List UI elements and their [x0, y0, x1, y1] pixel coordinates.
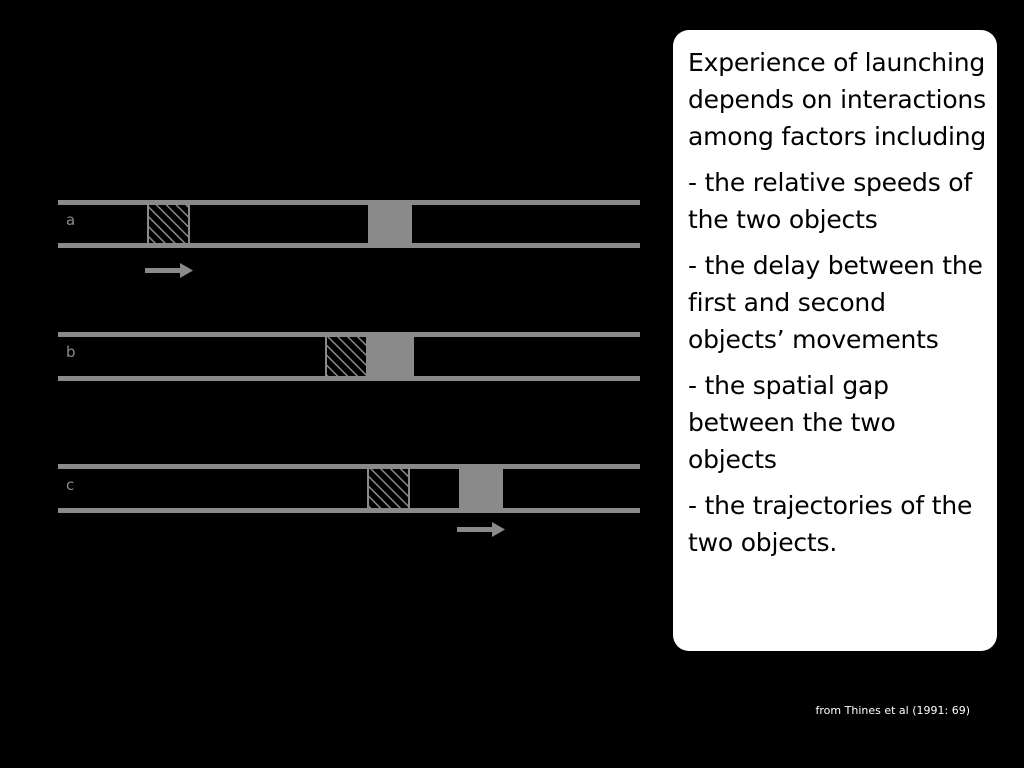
track-top-line	[58, 464, 640, 469]
hatched-square	[325, 335, 368, 378]
arrow-right-icon	[145, 263, 193, 278]
grey-square	[459, 464, 503, 513]
launching-diagram: a b c	[58, 200, 640, 537]
source-caption: from Thines et al (1991: 69)	[815, 704, 970, 717]
panel-a: a	[58, 200, 640, 278]
track-bottom-line	[58, 376, 640, 381]
factor-item: - the spatial gap between the two object…	[688, 371, 896, 474]
factor-item: - the delay between the first and second…	[688, 251, 983, 354]
hatched-square	[147, 203, 190, 245]
grey-square	[368, 332, 414, 381]
factor-item: - the relative speeds of the two objects	[688, 168, 972, 234]
track-top-line	[58, 200, 640, 205]
track-bottom-line	[58, 508, 640, 513]
grey-square	[368, 200, 412, 248]
factor-item: - the trajectories of the two objects.	[688, 491, 973, 557]
panel-b: b	[58, 332, 640, 381]
track-top-line	[58, 332, 640, 337]
intro-text: Experience of launching depends on inter…	[688, 48, 987, 151]
explanation-box: Experience of launching depends on inter…	[673, 30, 997, 651]
arrow-right-icon	[457, 522, 505, 537]
panel-c: c	[58, 464, 640, 537]
track-bottom-line	[58, 243, 640, 248]
panel-label-c: c	[66, 476, 74, 494]
panel-label-a: a	[66, 211, 75, 229]
hatched-square	[367, 467, 410, 510]
panel-label-b: b	[66, 343, 76, 361]
